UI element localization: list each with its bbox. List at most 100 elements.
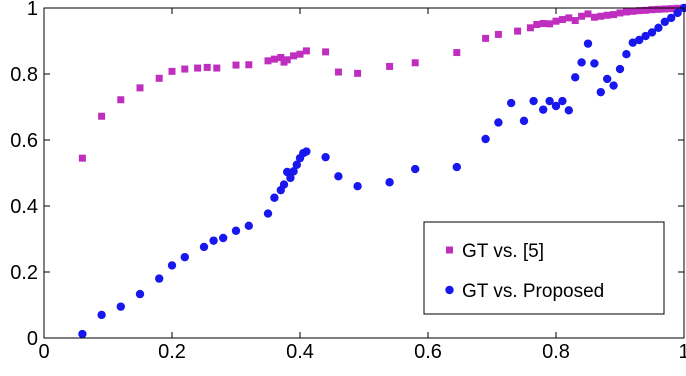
data-point-square bbox=[565, 14, 573, 22]
data-point-square bbox=[181, 65, 189, 73]
x-tick-label: 0 bbox=[38, 341, 49, 363]
data-point-circle bbox=[219, 233, 228, 243]
data-point-square bbox=[232, 61, 240, 69]
data-point-square bbox=[386, 62, 394, 70]
data-point-circle bbox=[292, 160, 301, 169]
marks-layer bbox=[78, 3, 686, 339]
y-tick-label: 0 bbox=[27, 328, 38, 350]
data-point-circle bbox=[302, 147, 311, 156]
plot-frame bbox=[43, 7, 685, 339]
data-point-circle bbox=[279, 180, 289, 189]
legend-marker-square bbox=[446, 246, 453, 254]
y-tick-label: 0.4 bbox=[10, 196, 38, 218]
data-point-circle bbox=[135, 289, 145, 299]
data-point-circle bbox=[583, 39, 593, 48]
legend-box bbox=[423, 221, 665, 315]
data-point-circle bbox=[263, 209, 273, 218]
data-point-square bbox=[411, 59, 419, 67]
data-point-square bbox=[277, 54, 285, 61]
data-point-square bbox=[290, 52, 298, 60]
data-point-square bbox=[610, 11, 618, 19]
data-point-circle bbox=[551, 101, 561, 111]
x-tick-label: 0.2 bbox=[158, 341, 186, 363]
data-point-circle bbox=[622, 50, 631, 59]
series-0 bbox=[78, 4, 686, 162]
data-point-square bbox=[622, 8, 630, 16]
data-point-circle bbox=[628, 38, 637, 47]
data-point-square bbox=[546, 20, 554, 28]
data-point-circle bbox=[507, 98, 516, 108]
legend-marker-circle bbox=[445, 285, 454, 295]
data-point-square bbox=[648, 6, 656, 14]
data-point-square bbox=[629, 7, 637, 15]
data-point-circle bbox=[494, 118, 503, 127]
data-point-square bbox=[584, 10, 592, 18]
data-point-circle bbox=[78, 329, 87, 339]
data-point-square bbox=[571, 17, 579, 25]
y-tick-label: 0.6 bbox=[10, 130, 38, 152]
data-point-circle bbox=[270, 193, 279, 202]
data-point-square bbox=[533, 21, 541, 28]
data-point-square bbox=[667, 5, 675, 13]
data-point-circle bbox=[353, 182, 362, 191]
data-point-circle bbox=[180, 252, 189, 262]
data-point-square bbox=[203, 63, 211, 71]
data-point-square bbox=[494, 30, 502, 38]
data-point-square bbox=[590, 13, 598, 21]
data-point-square bbox=[642, 6, 650, 14]
data-point-circle bbox=[596, 87, 605, 97]
data-point-circle bbox=[481, 134, 490, 144]
x-tick-label: 1 bbox=[678, 341, 686, 363]
data-point-circle bbox=[529, 96, 538, 106]
data-point-circle bbox=[155, 274, 164, 283]
data-point-circle bbox=[289, 167, 298, 176]
data-point-circle bbox=[615, 64, 625, 74]
data-point-circle bbox=[411, 164, 420, 174]
y-tick-label: 0.2 bbox=[10, 262, 38, 284]
data-point-square bbox=[117, 96, 125, 104]
data-point-square bbox=[264, 57, 272, 65]
data-point-circle bbox=[231, 226, 241, 235]
data-point-square bbox=[654, 5, 662, 13]
data-point-circle bbox=[286, 173, 295, 183]
data-point-circle bbox=[539, 105, 548, 114]
data-point-square bbox=[603, 11, 611, 19]
data-point-circle bbox=[571, 73, 580, 82]
data-point-circle bbox=[654, 23, 663, 32]
data-point-circle bbox=[603, 74, 612, 84]
data-point-square bbox=[334, 68, 342, 76]
data-point-circle bbox=[660, 17, 669, 27]
data-point-square bbox=[514, 27, 522, 35]
data-point-circle bbox=[558, 96, 567, 106]
data-point-circle bbox=[452, 162, 461, 172]
legend-label: GT vs. [5] bbox=[462, 241, 544, 262]
data-point-circle bbox=[564, 106, 573, 115]
data-point-square bbox=[155, 74, 163, 82]
data-point-circle bbox=[334, 172, 343, 181]
legend-entries: GT vs. [5] GT vs. Proposed bbox=[445, 241, 604, 302]
data-point-square bbox=[270, 55, 278, 63]
data-point-circle bbox=[641, 31, 650, 41]
tick-layer: 0 0.2 0.4 0.6 0.8 1 0 0.2 0.4 0.6 0.8 1 bbox=[10, 0, 686, 363]
data-point-square bbox=[661, 5, 669, 13]
data-point-circle bbox=[673, 8, 682, 18]
data-point-square bbox=[194, 64, 202, 72]
data-point-circle bbox=[244, 221, 253, 230]
data-point-circle bbox=[545, 96, 554, 106]
series-1 bbox=[78, 3, 686, 339]
data-point-square bbox=[552, 17, 560, 25]
data-point-circle bbox=[385, 178, 394, 187]
data-point-square bbox=[616, 9, 624, 17]
legend-label: GT vs. Proposed bbox=[462, 281, 604, 302]
data-point-square bbox=[283, 56, 291, 64]
data-point-square bbox=[78, 154, 86, 162]
data-point-square bbox=[98, 112, 106, 120]
data-point-circle bbox=[209, 236, 218, 245]
data-point-circle bbox=[519, 116, 529, 126]
y-tick-label: 1 bbox=[27, 0, 38, 20]
data-point-square bbox=[296, 50, 304, 58]
x-tick-label: 0.8 bbox=[542, 341, 570, 363]
legend: GT vs. [5] GT vs. Proposed bbox=[423, 221, 665, 315]
data-point-square bbox=[558, 16, 566, 24]
